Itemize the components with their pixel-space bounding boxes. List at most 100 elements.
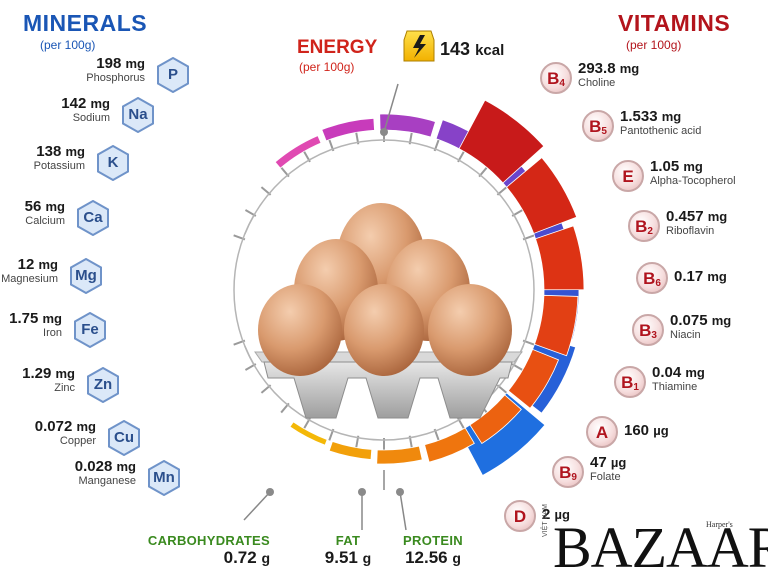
vitamin-badge: B2 bbox=[628, 210, 660, 242]
vitamin-amount: 0.075 mg bbox=[670, 312, 732, 329]
vitamin-row: 0.075 mg Niacin bbox=[670, 312, 731, 341]
mineral-row: 12 mg Magnesium bbox=[0, 256, 58, 285]
vitamin-letter: B bbox=[639, 321, 652, 340]
vitamin-letter: B bbox=[643, 269, 656, 288]
ring-arc-top bbox=[244, 139, 524, 235]
mineral-symbol: Fe bbox=[81, 321, 99, 338]
macro-leader-lines bbox=[243, 83, 407, 531]
mineral-row: 1.29 mg Zinc bbox=[0, 365, 75, 394]
mineral-hex-badge: Mg bbox=[68, 258, 104, 294]
mineral-hex-badge: Cu bbox=[106, 420, 142, 456]
vitamin-subscript: 3 bbox=[651, 330, 657, 341]
vitamin-subscript: 5 bbox=[601, 126, 607, 137]
leader-dot bbox=[396, 488, 404, 496]
vitamin-bar-6 bbox=[469, 394, 522, 445]
outer-ring-ticks bbox=[233, 130, 535, 450]
vitamin-letter: B bbox=[635, 217, 648, 236]
energy-subtitle: (per 100g) bbox=[299, 60, 355, 74]
vitamin-row: 0.04 mg Thiamine bbox=[652, 364, 705, 393]
macro-label: FAT bbox=[335, 533, 361, 548]
mineral-symbol: Zn bbox=[93, 376, 113, 393]
mineral-name: Calcium bbox=[25, 215, 65, 227]
vitamin-row: 160 µg bbox=[624, 422, 669, 439]
vitamin-letter: E bbox=[622, 167, 634, 186]
mineral-amount: 1.75 mg bbox=[9, 310, 62, 327]
mineral-row: 0.028 mg Manganese bbox=[0, 458, 136, 487]
mineral-bar-8 bbox=[321, 117, 375, 142]
vitamin-letter: B bbox=[547, 69, 560, 88]
vitamin-amount: 0.17 mg bbox=[674, 268, 727, 285]
watermark-small-left: VIỆT NAM bbox=[542, 504, 549, 537]
mineral-name: Magnesium bbox=[1, 273, 58, 285]
mineral-symbol: Na bbox=[128, 106, 148, 123]
energy-value: 143 kcal bbox=[440, 39, 504, 60]
vitamin-amount: 0.04 mg bbox=[652, 364, 705, 381]
bazaar-watermark: BAZAAR bbox=[553, 515, 768, 580]
macro-amount: 12.56 g bbox=[405, 548, 461, 567]
mineral-amount: 1.29 mg bbox=[22, 365, 75, 382]
mineral-row: 142 mg Sodium bbox=[0, 95, 110, 124]
minerals-title: MINERALS bbox=[23, 10, 148, 36]
vitamins-subtitle: (per 100g) bbox=[626, 38, 682, 52]
mineral-hex-badge: P bbox=[155, 57, 191, 93]
mineral-symbol: Mg bbox=[75, 267, 97, 284]
hexagon-icon bbox=[87, 367, 119, 403]
vitamin-row: 293.8 mg Choline bbox=[578, 60, 639, 89]
mineral-row: 138 mg Potassium bbox=[0, 143, 85, 172]
leader-dot bbox=[358, 488, 366, 496]
vitamins-bar-arc bbox=[289, 99, 585, 465]
watermark-small-top: Harper's bbox=[706, 520, 733, 529]
mineral-name: Zinc bbox=[54, 382, 75, 394]
vitamin-subscript: 6 bbox=[655, 278, 661, 289]
vitamin-name: Niacin bbox=[670, 329, 701, 341]
mineral-bar-7 bbox=[379, 113, 436, 138]
mineral-name: Sodium bbox=[72, 112, 110, 124]
vitamin-bar-1 bbox=[458, 99, 545, 184]
vitamin-badge: E bbox=[612, 160, 644, 192]
vitamin-letter: D bbox=[513, 507, 527, 526]
vitamin-name: Riboflavin bbox=[666, 225, 715, 237]
vitamin-row: 0.457 mg Riboflavin bbox=[666, 208, 727, 237]
mineral-amount: 198 mg bbox=[96, 55, 145, 72]
vitamin-row: 1.533 mg Pantothenic acid bbox=[620, 108, 701, 137]
energy-title: ENERGY bbox=[297, 37, 378, 58]
macro-amount: 0.72 g bbox=[223, 548, 270, 567]
hexagon-icon bbox=[108, 420, 140, 456]
vitamin-badge: A bbox=[586, 416, 618, 448]
mineral-hex-badge: Ca bbox=[75, 200, 111, 236]
mineral-row: 0.072 mg Copper bbox=[0, 418, 96, 447]
hexagon-icon bbox=[74, 312, 106, 348]
mineral-hex-badge: Mn bbox=[146, 460, 182, 496]
ring-arc-right bbox=[513, 214, 535, 366]
hexagon-icon bbox=[157, 57, 189, 93]
vitamin-amount: 47 µg bbox=[590, 454, 627, 471]
vitamin-letter: B bbox=[559, 463, 572, 482]
mineral-name: Phosphorus bbox=[86, 72, 145, 84]
mineral-name: Manganese bbox=[78, 475, 137, 487]
minerals-subtitle: (per 100g) bbox=[40, 38, 96, 52]
vitamin-subscript: 1 bbox=[633, 382, 639, 393]
macro-item: FAT 9.51 g bbox=[318, 533, 378, 568]
vitamin-badge: B6 bbox=[636, 262, 668, 294]
mineral-amount: 138 mg bbox=[36, 143, 85, 160]
leader-line bbox=[399, 491, 407, 531]
mineral-amount: 142 mg bbox=[61, 95, 110, 112]
vitamin-row: 1.05 mg Alpha-Tocopherol bbox=[650, 158, 736, 187]
mineral-amount: 12 mg bbox=[17, 256, 58, 273]
vitamin-letter: A bbox=[595, 423, 609, 442]
vitamin-bar-4 bbox=[534, 294, 579, 357]
vitamin-amount: 0.457 mg bbox=[666, 208, 728, 225]
mineral-bar-9 bbox=[274, 135, 322, 169]
vitamin-subscript: 4 bbox=[559, 78, 565, 89]
vitamin-bar-5 bbox=[507, 348, 560, 409]
macro-item: PROTEIN 12.56 g bbox=[398, 533, 468, 568]
energy-unit: kcal bbox=[475, 42, 505, 59]
macro-item: CARBOHYDRATES 0.72 g bbox=[140, 533, 270, 568]
ring-arc-left bbox=[233, 214, 255, 366]
mineral-amount: 0.072 mg bbox=[34, 418, 96, 435]
mineral-hex-badge: K bbox=[95, 145, 131, 181]
hexagon-icon bbox=[70, 258, 102, 294]
mineral-amount: 56 mg bbox=[24, 198, 65, 215]
mineral-symbol: P bbox=[167, 66, 178, 83]
